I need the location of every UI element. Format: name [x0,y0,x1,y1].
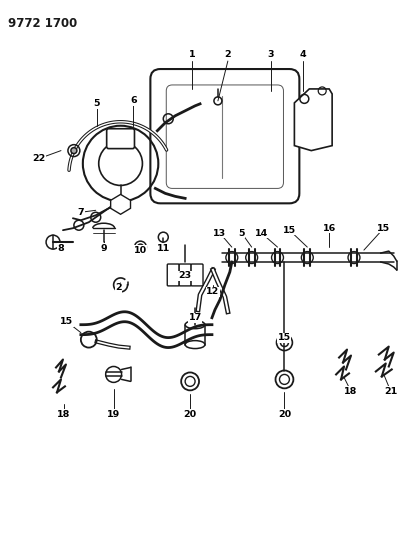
Text: 19: 19 [107,410,120,419]
Text: 18: 18 [344,387,357,396]
Text: 1: 1 [188,50,195,59]
FancyBboxPatch shape [167,264,179,286]
Text: 10: 10 [134,246,147,255]
Text: 2: 2 [115,284,121,293]
Text: 2: 2 [224,50,231,59]
Polygon shape [294,89,331,151]
Text: 23: 23 [178,271,191,280]
Text: 13: 13 [213,229,226,238]
Text: 5: 5 [93,99,100,108]
Polygon shape [110,195,130,214]
Text: 20: 20 [183,410,196,419]
FancyBboxPatch shape [150,69,299,203]
FancyBboxPatch shape [179,264,191,286]
Text: 15: 15 [60,317,73,326]
Text: 16: 16 [322,224,335,233]
Text: 20: 20 [277,410,290,419]
Text: 15: 15 [277,333,290,342]
Text: 5: 5 [238,229,245,238]
FancyBboxPatch shape [166,85,283,188]
Text: 15: 15 [376,224,389,233]
Text: 12: 12 [206,287,219,296]
Text: 11: 11 [156,244,169,253]
Text: 7: 7 [77,208,84,217]
Text: 15: 15 [282,225,295,235]
Text: 6: 6 [130,96,137,106]
FancyBboxPatch shape [106,129,134,149]
Text: 14: 14 [254,229,267,238]
Text: 3: 3 [267,50,273,59]
Text: 4: 4 [299,50,306,59]
Circle shape [71,148,76,154]
Text: 18: 18 [57,410,70,419]
Text: 21: 21 [383,387,396,396]
FancyBboxPatch shape [191,264,202,286]
Text: 8: 8 [58,244,64,253]
Text: 9772 1700: 9772 1700 [8,17,77,30]
Text: 9: 9 [100,244,107,253]
Text: 17: 17 [188,313,201,322]
Text: 22: 22 [32,154,46,163]
